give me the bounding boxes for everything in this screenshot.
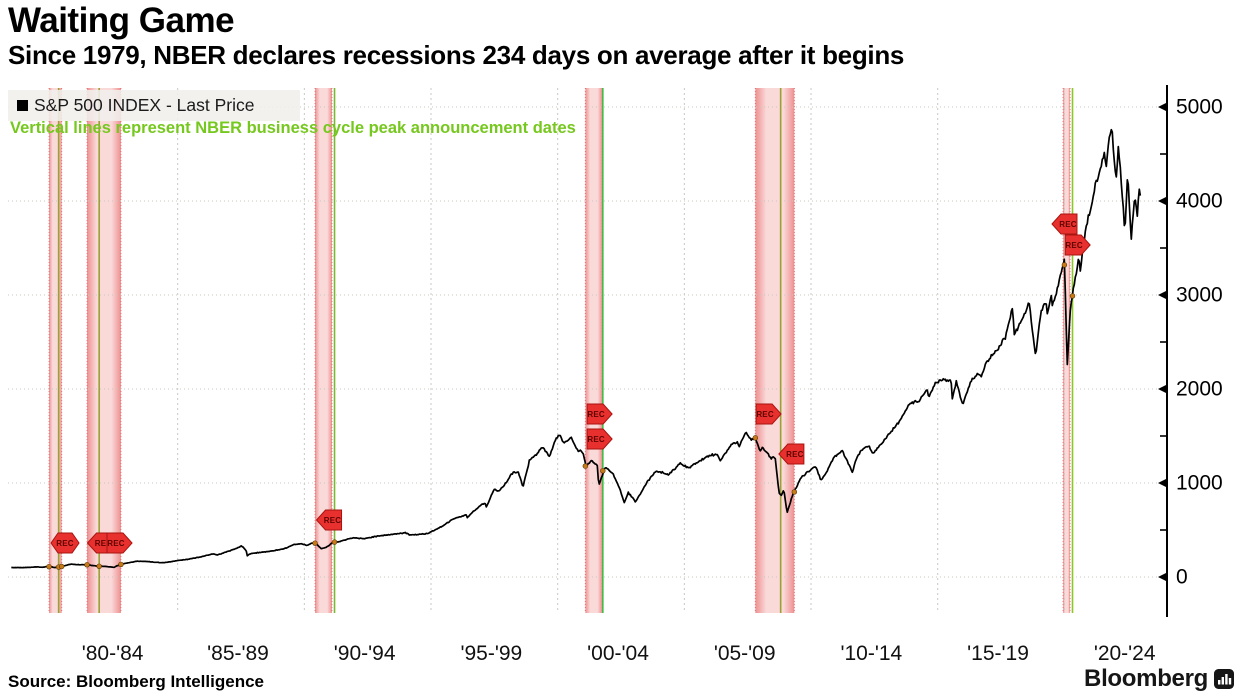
rec-flag-label: REC [587, 435, 605, 444]
x-axis-tick-label: '90-'94 [334, 642, 396, 665]
rec-flag [586, 403, 613, 425]
x-axis-tick-label: '00-'04 [587, 642, 649, 665]
event-marker-dot [1069, 293, 1076, 299]
recession-band [315, 88, 332, 613]
y-axis-major-tick [1158, 384, 1167, 394]
x-axis-tick-label: '80-'84 [82, 642, 144, 665]
y-axis-tick-label: 4000 [1176, 190, 1223, 213]
event-marker-dot [331, 539, 338, 545]
chart-header: Waiting Game Since 1979, NBER declares r… [8, 0, 904, 70]
y-axis-tick-label: 3000 [1176, 284, 1223, 307]
event-marker-dot [752, 435, 759, 441]
x-axis-tick-label: '05-'09 [714, 642, 776, 665]
price-line [11, 128, 1142, 569]
event-marker-dot [118, 561, 124, 568]
rec-flag-label: REC [324, 516, 342, 525]
rec-flag [315, 509, 343, 531]
event-marker-dot [791, 489, 798, 495]
bloomberg-logo-icon [1214, 669, 1234, 689]
y-axis-major-tick [1158, 478, 1167, 488]
y-axis-tick-label: 0 [1176, 566, 1188, 589]
event-marker-dot [600, 468, 606, 474]
rec-flag-label: REC [1065, 241, 1083, 250]
bloomberg-logo-text: Bloomberg [1084, 665, 1208, 692]
rec-flag [586, 428, 613, 450]
legend-series-marker [17, 100, 28, 111]
event-marker-dot [46, 563, 52, 570]
legend-series-label: S&P 500 INDEX - Last Price [34, 95, 255, 115]
y-axis-tick-label: 1000 [1176, 472, 1223, 495]
event-marker-dot [1061, 262, 1068, 268]
rec-flag-label: REC [786, 450, 804, 459]
legend: S&P 500 INDEX - Last Price [8, 90, 301, 121]
x-axis-tick-label: '95-'99 [460, 642, 522, 665]
x-axis-tick-label: '15-'19 [967, 642, 1029, 665]
event-marker-dot [58, 563, 65, 570]
rec-flag [1064, 234, 1091, 256]
event-marker-dot [312, 540, 318, 546]
y-axis-major-tick [1158, 290, 1167, 300]
event-marker-dot [96, 563, 102, 569]
rec-flag [106, 532, 133, 554]
event-marker-dot [84, 562, 90, 568]
source-label: Source: Bloomberg Intelligence [8, 672, 264, 691]
chart-subtitle: Since 1979, NBER declares recessions 234… [8, 40, 905, 71]
rec-flag-label: REC [56, 539, 74, 548]
event-marker-dot [582, 463, 589, 469]
rec-flag-label: REC [1059, 220, 1077, 229]
rec-flag [50, 532, 80, 554]
y-axis-major-tick [1158, 102, 1167, 112]
rec-flag [755, 403, 782, 425]
rec-flag [778, 443, 805, 465]
rec-flag-label: REC [587, 410, 605, 419]
y-axis-major-tick [1158, 196, 1167, 206]
x-axis-tick-label: '10-'14 [840, 642, 902, 665]
x-axis-tick-label: '85-'89 [207, 642, 269, 665]
rec-flag-label: REC [756, 410, 774, 419]
annotation-note: Vertical lines represent NBER business c… [10, 119, 576, 137]
recession-band [755, 88, 795, 613]
rec-flag-label: REC [95, 539, 113, 548]
bloomberg-logo: Bloomberg [1084, 665, 1234, 693]
rec-flag [1051, 213, 1078, 235]
rec-flag-label: REC [107, 539, 125, 548]
x-axis-tick-label: '20-'24 [1094, 642, 1156, 665]
recession-band [585, 88, 603, 613]
chart-title: Waiting Game [8, 1, 235, 40]
recession-band [87, 88, 121, 613]
y-axis-tick-label: 5000 [1176, 96, 1223, 119]
y-axis-major-tick [1158, 572, 1167, 582]
y-axis-tick-label: 2000 [1176, 378, 1223, 401]
